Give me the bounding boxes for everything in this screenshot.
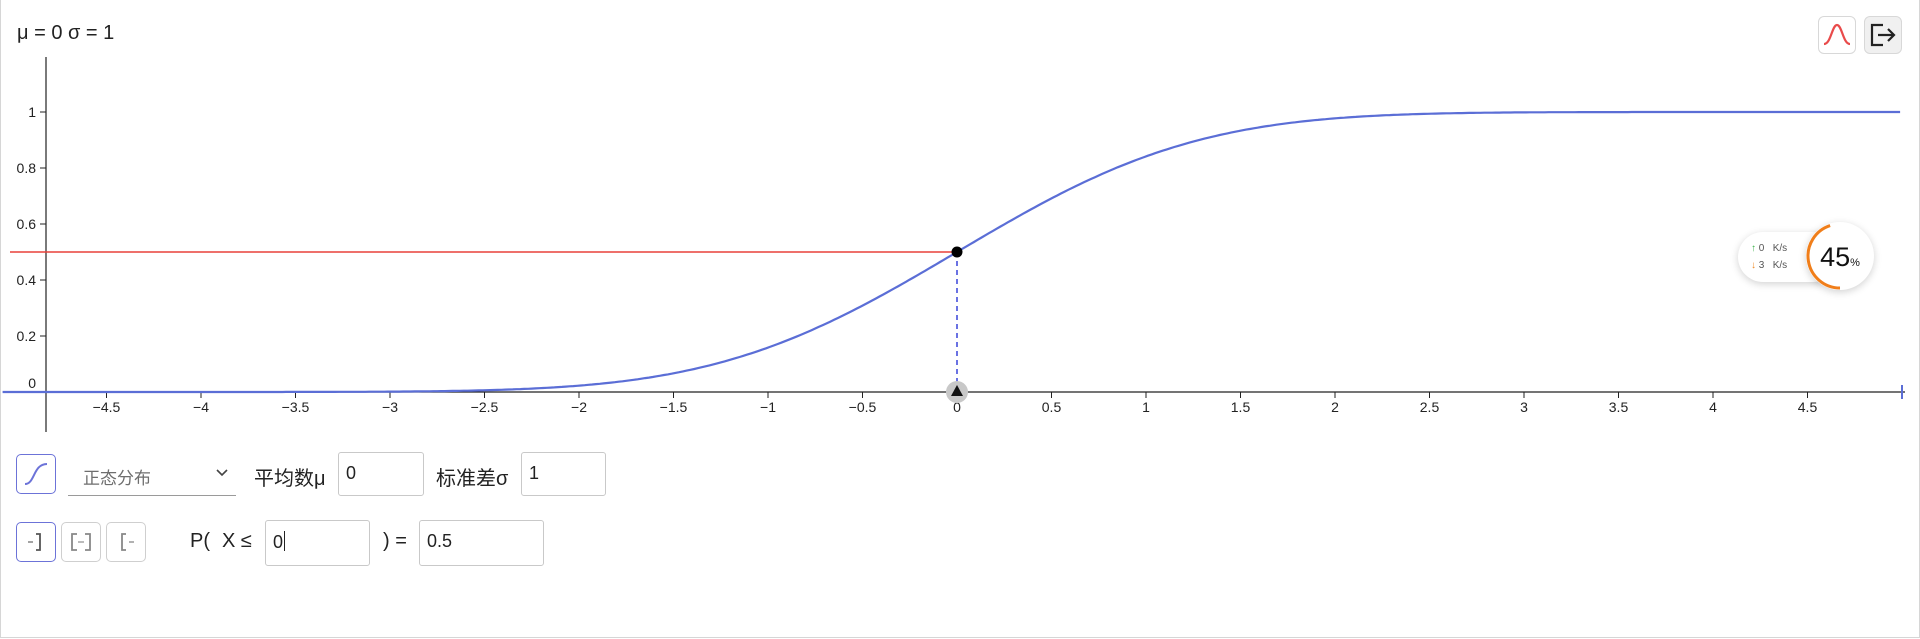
distribution-view-button[interactable]	[1818, 16, 1856, 54]
bell-curve-icon	[1823, 23, 1851, 46]
cumulative-toggle-button[interactable]	[16, 454, 56, 494]
upload-unit: K/s	[1772, 243, 1788, 254]
probability-result-field[interactable]: 0.5	[419, 520, 544, 566]
left-sided-icon	[28, 533, 41, 551]
mean-input[interactable]: 0	[338, 452, 424, 496]
y-tick-label: 0.2	[17, 328, 37, 344]
x-tick-label: −1.5	[660, 399, 688, 415]
probability-p-label: P(	[190, 530, 210, 552]
x-tick-label: 0.5	[1042, 399, 1062, 415]
graph-view[interactable]: −4.5 −4 −3.5 −3 −2.5 −2 −1.5 −1 −0.5 0 0.5 1 1.5 2 2.5…	[0, 0, 1920, 440]
sd-input[interactable]: 1	[521, 452, 606, 496]
x-tick-label: 2	[1331, 399, 1339, 415]
x-tick-label: 4.5	[1798, 399, 1818, 415]
probability-x-label: X ≤	[222, 530, 252, 552]
parameters-label: μ = 0 σ = 1	[17, 22, 115, 44]
cdf-curve	[2, 110, 1901, 394]
cpu-usage-gauge: 45%	[1806, 222, 1874, 290]
distribution-select[interactable]: 正态分布	[68, 454, 236, 496]
download-arrow-icon: ↓	[1751, 260, 1756, 271]
cdf-point[interactable]	[951, 246, 963, 258]
download-value: 3	[1758, 260, 1765, 271]
x-tick-label: 1.5	[1231, 399, 1251, 415]
x-tick-label: −2	[571, 399, 587, 415]
x-tick-label: −1	[760, 399, 776, 415]
interval-button[interactable]	[61, 522, 101, 562]
text-caret	[284, 531, 286, 551]
cpu-usage-value: 45%	[1820, 242, 1860, 272]
left-sided-button[interactable]	[16, 522, 56, 562]
upload-speed: ↑ 0 K/s	[1751, 243, 1787, 254]
y-tick-label: 0.4	[17, 272, 37, 288]
x-tick-label: 0	[953, 399, 961, 415]
x-tick-label: 1	[1142, 399, 1150, 415]
x-tick-label: −4.5	[93, 399, 121, 415]
upload-value: 0	[1758, 243, 1765, 254]
mean-label: 平均数μ	[254, 468, 326, 490]
probability-equals-label: ) =	[383, 530, 407, 552]
exit-icon	[1870, 23, 1896, 47]
x-tick-label: −2.5	[471, 399, 499, 415]
x-tick-label: −4	[193, 399, 209, 415]
y-tick-label: 0.6	[17, 216, 37, 232]
y-tick-label: 0	[28, 375, 36, 391]
chevron-down-icon	[216, 469, 228, 477]
y-tick-label: 0.8	[17, 160, 37, 176]
download-unit: K/s	[1772, 260, 1788, 271]
distribution-select-value: 正态分布	[83, 469, 151, 488]
x-tick-label: 4	[1709, 399, 1717, 415]
x-tick-label: −3.5	[282, 399, 310, 415]
cumulative-curve-icon	[24, 463, 48, 485]
x-bound-input[interactable]: 0	[265, 520, 370, 566]
y-tick-label: 1	[28, 104, 36, 120]
x-tick-label: 3	[1520, 399, 1528, 415]
sd-label: 标准差σ	[436, 468, 509, 490]
x-tick-label: 3.5	[1609, 399, 1629, 415]
upload-arrow-icon: ↑	[1751, 243, 1756, 254]
x-tick-label: −0.5	[849, 399, 877, 415]
cpu-usage-arc	[1806, 224, 1841, 290]
right-sided-icon	[121, 533, 134, 551]
x-tick-label: 2.5	[1420, 399, 1440, 415]
exit-button[interactable]	[1864, 16, 1902, 54]
x-tick-label: −3	[382, 399, 398, 415]
download-speed: ↓ 3 K/s	[1751, 260, 1787, 271]
right-sided-button[interactable]	[106, 522, 146, 562]
x-handle-arrow-icon[interactable]	[951, 385, 963, 396]
interval-icon	[71, 533, 91, 551]
x-bound-value: 0	[273, 532, 284, 552]
